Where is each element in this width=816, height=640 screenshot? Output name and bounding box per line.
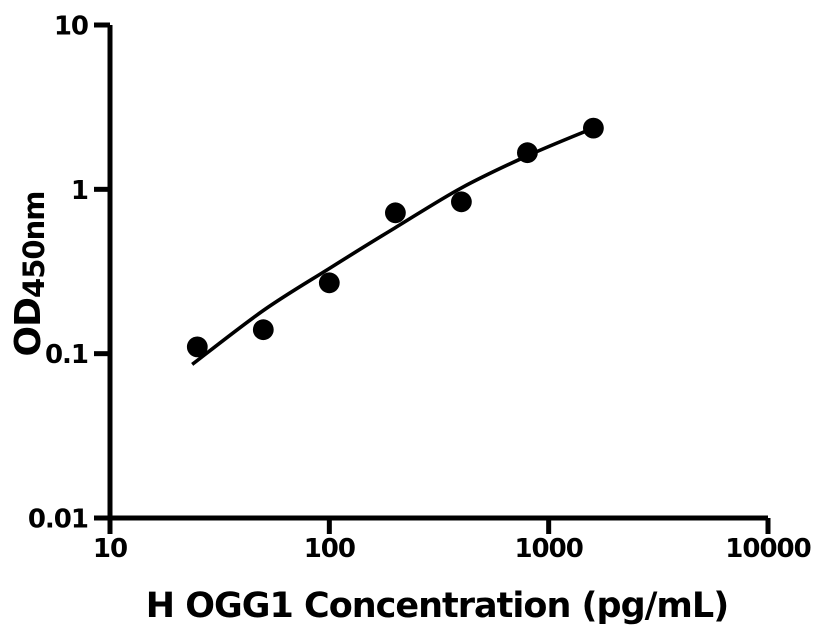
data-point <box>385 202 406 224</box>
y-axis-tick-label: 0.01 <box>28 505 88 535</box>
data-point <box>451 191 472 213</box>
axis-spines <box>107 25 768 521</box>
y-axis-tick-label: 10 <box>54 12 88 42</box>
y-axis-title-subscript: 450nm <box>17 191 51 298</box>
x-axis-title: H OGG1 Concentration (pg/mL) <box>145 586 729 626</box>
data-point <box>318 272 340 294</box>
y-axis-tick-label: 1 <box>71 176 88 206</box>
data-point <box>517 142 538 164</box>
fit-curve <box>191 126 595 366</box>
data-point <box>186 336 208 358</box>
y-axis-title: OD450nm <box>7 154 51 394</box>
x-axis-tick-label: 100 <box>304 534 355 564</box>
y-axis-tick-label: 0.1 <box>45 340 88 370</box>
x-axis-tick-label: 10000 <box>725 534 810 564</box>
data-point <box>583 117 604 139</box>
x-axis-tick-label: 10 <box>93 534 127 564</box>
data-point <box>252 319 274 341</box>
y-axis-title-main: OD <box>8 297 49 357</box>
x-axis-tick-label: 1000 <box>514 534 582 564</box>
